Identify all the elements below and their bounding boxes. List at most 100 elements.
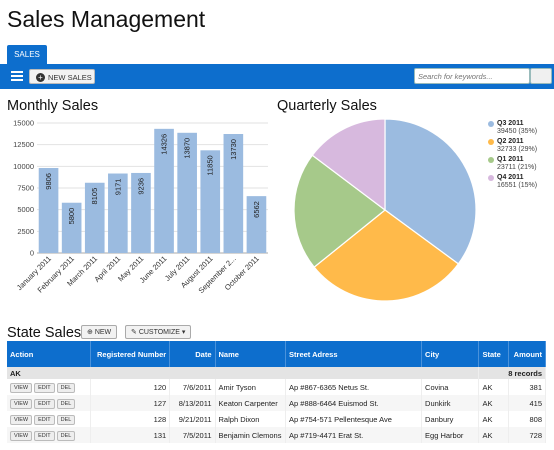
del-button[interactable]: DEL — [56, 398, 76, 409]
table-row[interactable]: VIEW EDIT DEL 120 7/6/2011 Amir Tyson Ap #867-… — [7, 379, 547, 395]
bar[interactable] — [38, 168, 59, 253]
cell-date: 9/21/2011 — [169, 411, 216, 427]
new-state-label: NEW — [94, 329, 112, 336]
pie-slice[interactable] — [384, 118, 477, 265]
tab-sales[interactable]: SALES — [7, 45, 47, 64]
bar-value-label: 9236 — [136, 178, 145, 195]
group-count: 8 records — [478, 367, 546, 379]
legend-item[interactable]: Q2 2011 32733 (29%) — [488, 138, 537, 156]
bar-value-label: 14326 — [160, 134, 169, 155]
cell-amount: 808 — [508, 411, 547, 427]
del-button[interactable]: DEL — [56, 382, 76, 393]
cell-name: Ralph Dixon — [215, 411, 287, 427]
view-button[interactable]: VIEW — [10, 430, 33, 441]
del-button[interactable]: DEL — [56, 414, 76, 425]
search-clear-button[interactable] — [530, 68, 552, 84]
table-row[interactable]: VIEW EDIT DEL 127 8/13/2011 Keaton Carpenter A… — [7, 395, 547, 411]
bar-value-label: 13870 — [183, 138, 192, 159]
row-actions: VIEW EDIT DEL — [7, 427, 91, 443]
pie-legend: Q3 2011 39450 (35%) Q2 2011 32733 (29%) Q1 2… — [488, 120, 537, 192]
y-tick-label: 0 — [30, 249, 34, 258]
cell-date: 8/13/2011 — [169, 395, 216, 411]
legend-label: Q2 2011 — [497, 138, 524, 145]
plus-icon: ⊕ — [87, 329, 95, 336]
bar[interactable] — [61, 202, 82, 253]
view-button[interactable]: VIEW — [10, 414, 33, 425]
menu-icon[interactable] — [11, 71, 23, 81]
bar[interactable] — [177, 132, 197, 253]
col-state[interactable]: State — [478, 341, 509, 367]
cell-state: AK — [478, 395, 509, 411]
view-button[interactable]: VIEW — [10, 398, 33, 409]
table-header-row: Action Registered Number Date Name Stree… — [7, 341, 547, 367]
cell-street: Ap #867-6365 Netus St. — [285, 379, 423, 395]
pie-slice[interactable] — [313, 209, 460, 302]
cell-name: Amir Tyson — [215, 379, 287, 395]
y-tick-label: 10000 — [13, 162, 34, 171]
y-tick-label: 15000 — [13, 119, 34, 128]
edit-button[interactable]: EDIT — [34, 398, 55, 409]
bar[interactable] — [84, 182, 105, 253]
cell-num: 127 — [90, 395, 171, 411]
search-input[interactable] — [414, 68, 530, 84]
customize-button[interactable]: ✎ CUSTOMIZE ▾ — [125, 325, 192, 339]
legend-amount: 32733 — [497, 146, 517, 153]
cell-date: 7/6/2011 — [169, 379, 216, 395]
y-tick-label: 2500 — [17, 227, 34, 236]
legend-item[interactable]: Q3 2011 39450 (35%) — [488, 120, 537, 138]
state-sales-table: Action Registered Number Date Name Stree… — [7, 341, 547, 443]
bar[interactable] — [246, 196, 267, 253]
col-amount[interactable]: Amount — [508, 341, 547, 367]
legend-label: Q4 2011 — [497, 174, 524, 181]
legend-value: 16551 (15%) — [497, 182, 537, 190]
quarterly-sales-chart — [293, 118, 477, 302]
legend-amount: 23711 — [497, 164, 516, 171]
cell-state: AK — [478, 427, 509, 443]
legend-amount: 16551 — [497, 182, 517, 189]
edit-button[interactable]: EDIT — [34, 382, 55, 393]
col-name[interactable]: Name — [215, 341, 287, 367]
edit-icon: ✎ — [131, 329, 139, 336]
cell-date: 7/5/2011 — [169, 427, 216, 443]
cell-city: Danbury — [421, 411, 480, 427]
group-row[interactable]: AK 8 records — [7, 367, 546, 379]
app-title: Sales Management — [7, 6, 206, 32]
plus-icon: + — [36, 72, 45, 82]
cell-num: 120 — [90, 379, 171, 395]
del-button[interactable]: DEL — [56, 430, 76, 441]
table-row[interactable]: VIEW EDIT DEL 128 9/21/2011 Ralph Dixon Ap #75… — [7, 411, 547, 427]
pie-slice[interactable] — [311, 118, 386, 212]
row-actions: VIEW EDIT DEL — [7, 395, 91, 411]
legend-value: 32733 (29%) — [497, 146, 537, 154]
bar[interactable] — [108, 173, 128, 253]
cell-amount: 415 — [508, 395, 547, 411]
toolbar: + NEW SALES — [0, 64, 554, 89]
legend-item[interactable]: Q4 2011 16551 (15%) — [488, 174, 537, 192]
legend-label: Q1 2011 — [497, 156, 524, 163]
bar[interactable] — [131, 172, 151, 253]
col-date[interactable]: Date — [169, 341, 216, 367]
legend-percent: (15%) — [518, 182, 538, 189]
cell-city: Covina — [421, 379, 480, 395]
col-street[interactable]: Street Adress — [285, 341, 423, 367]
col-city[interactable]: City — [421, 341, 480, 367]
pie-slice[interactable] — [293, 154, 386, 268]
y-tick-label: 7500 — [17, 184, 34, 193]
new-sales-button[interactable]: + NEW SALES — [29, 69, 95, 84]
group-name: AK — [7, 367, 480, 379]
cell-num: 131 — [90, 427, 171, 443]
col-action[interactable]: Action — [7, 341, 91, 367]
bar[interactable] — [223, 134, 244, 253]
bar[interactable] — [154, 128, 174, 253]
legend-amount: 39450 — [497, 128, 517, 135]
edit-button[interactable]: EDIT — [34, 414, 55, 425]
bar[interactable] — [200, 150, 221, 253]
edit-button[interactable]: EDIT — [34, 430, 55, 441]
legend-percent: (21%) — [517, 164, 537, 171]
view-button[interactable]: VIEW — [10, 382, 33, 393]
new-state-button[interactable]: ⊕ NEW — [81, 325, 118, 339]
col-registered-number[interactable]: Registered Number — [90, 341, 171, 367]
table-row[interactable]: VIEW EDIT DEL 131 7/5/2011 Benjamin Clemons Ap… — [7, 427, 547, 443]
legend-item[interactable]: Q1 2011 23711 (21%) — [488, 156, 537, 174]
cell-name: Benjamin Clemons — [215, 427, 287, 443]
